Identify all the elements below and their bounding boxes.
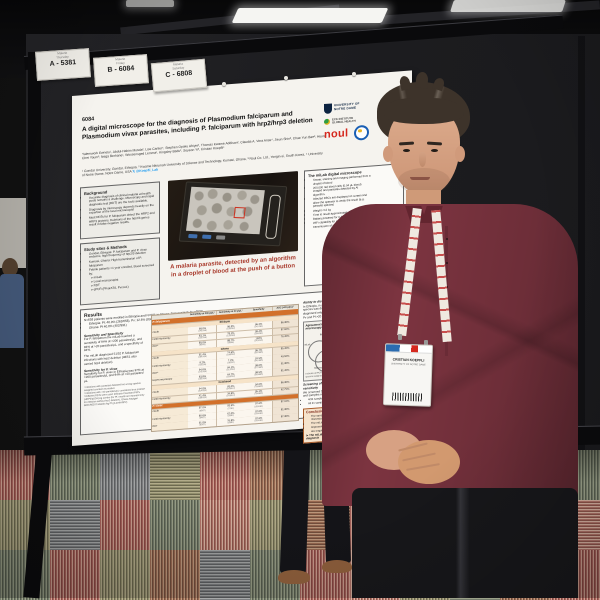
background-bullets: Accurate diagnosis of clinical malaria a… bbox=[84, 191, 156, 228]
list-item: Pf+Pv bbox=[372, 318, 398, 326]
screen-button bbox=[188, 233, 198, 239]
list-item: WiFi capability for remote access & real… bbox=[313, 217, 371, 229]
milab-tablet bbox=[178, 181, 288, 247]
table-value: 87.30% bbox=[272, 413, 298, 422]
carpet-tile bbox=[500, 550, 550, 600]
carpet-tile bbox=[400, 450, 450, 500]
milab-result-mini-table: miLab result Negative Pf Pv Pf+Pv bbox=[371, 299, 399, 327]
milab-device bbox=[358, 245, 392, 271]
results-right-column: Ability to distinguish between P. falcip… bbox=[303, 294, 399, 444]
attendee-shoe bbox=[322, 560, 352, 573]
methods-box: Study sites & Methods Gondar, Ethiopia: … bbox=[80, 237, 160, 306]
carpet-tile bbox=[150, 500, 200, 550]
board-panel-seam bbox=[578, 36, 585, 456]
board-left-frame bbox=[28, 52, 41, 460]
poster-pin bbox=[284, 76, 288, 80]
tablet-screen-cells bbox=[186, 186, 265, 235]
carpet-tile bbox=[50, 500, 100, 550]
milab-box: The miLab digital microscope Smear, stai… bbox=[304, 163, 404, 287]
session-tag-friday: Malaria Friday B - 6084 bbox=[93, 54, 149, 87]
twitter-icon: 𝕏 bbox=[132, 169, 136, 174]
carpet-tile bbox=[100, 500, 150, 550]
table-value: 76.8% (63/82) bbox=[216, 417, 245, 427]
carpet-tile bbox=[150, 450, 200, 500]
distant-wall bbox=[0, 198, 26, 268]
logo-block: UNIVERSITY OF NOTRE DAME ECK INSTITUTE G… bbox=[324, 94, 406, 146]
milab-device-photo bbox=[348, 241, 400, 280]
session-tag-saturday: Malaria Saturday C - 6808 bbox=[150, 58, 208, 93]
notre-dame-wordmark: UNIVERSITY OF NOTRE DAME bbox=[334, 101, 360, 111]
nd-line2: NOTRE DAME bbox=[334, 105, 357, 111]
poster-pin bbox=[352, 72, 356, 76]
board-leg-right bbox=[550, 446, 570, 598]
carpet-tile bbox=[400, 500, 450, 550]
milab-device-screen bbox=[361, 251, 372, 262]
poster-pin bbox=[222, 82, 226, 86]
results-left-column: Sensitivity and Specificity For P. falci… bbox=[84, 327, 146, 407]
distant-person-head bbox=[2, 258, 18, 277]
carpet-tile bbox=[200, 500, 250, 550]
notre-dame-shield-icon bbox=[324, 102, 332, 114]
table-value: 91.0% (61/67) bbox=[188, 419, 217, 429]
carpet-tile bbox=[500, 500, 550, 550]
table-row-label: RDT bbox=[152, 421, 188, 432]
noul-wordmark: noul bbox=[324, 126, 349, 141]
carpet-tile bbox=[100, 550, 150, 600]
results-box: Results N=658 patients were enrolled in … bbox=[80, 285, 404, 444]
attendee-legs bbox=[278, 445, 362, 598]
screen-button bbox=[202, 234, 212, 240]
ceiling-light bbox=[126, 0, 174, 7]
carpet-tile bbox=[200, 550, 250, 600]
table-value: 97.6% (160/164) bbox=[245, 415, 273, 425]
gh-line2: GLOBAL HEALTH bbox=[332, 118, 356, 125]
attendee-leg bbox=[279, 445, 311, 575]
session-tag-thursday: Malaria Thursday A - 5381 bbox=[35, 48, 91, 81]
list-item: Most RDTs for P. falciparum detect the H… bbox=[89, 211, 156, 228]
carpet-tile bbox=[400, 550, 450, 600]
carpet-tile bbox=[450, 450, 500, 500]
venn-diagrams: Ethiopia P. falciparum miLab RDT Microscopy 2… bbox=[304, 326, 398, 373]
distant-person-body bbox=[0, 274, 24, 348]
poster-number: 6084 bbox=[82, 116, 95, 124]
twitter-handle: @Koepfli_Lab bbox=[135, 167, 159, 174]
attendee-leg bbox=[321, 445, 352, 565]
knust-crest-icon bbox=[393, 94, 406, 111]
venn-diagram: Ghana P. falciparum miLab RDT Expert Microsc… bbox=[352, 326, 398, 370]
carpet-tile bbox=[500, 450, 550, 500]
background-box: Background Accurate diagnosis of clinica… bbox=[80, 181, 160, 240]
carpet-tile bbox=[50, 450, 100, 500]
global-health-icon bbox=[324, 118, 330, 126]
conclusions-box: Conclusions The sensitivity of the miLab… bbox=[303, 401, 399, 444]
device-edge bbox=[264, 194, 282, 240]
carpet-tile bbox=[50, 550, 100, 600]
poster-sheet: 6084 A digital microscope for the diagno… bbox=[72, 70, 412, 446]
venn-diagram: Ethiopia P. falciparum miLab RDT Microscopy 2… bbox=[304, 329, 350, 373]
attendee-shoe bbox=[278, 570, 310, 584]
screen-button bbox=[215, 234, 226, 240]
carpet-tile bbox=[150, 550, 200, 600]
carpet-tile bbox=[200, 450, 250, 500]
ceiling-light bbox=[231, 8, 389, 23]
carpet-tile bbox=[100, 450, 150, 500]
noul-emblem-icon bbox=[354, 124, 370, 141]
footnotes: ¹ Infections with parasites detected but… bbox=[84, 382, 146, 407]
results-table: Sensitivity at 200 p/µL¹ Sensitivity at 2… bbox=[151, 303, 299, 433]
global-health-wordmark: ECK INSTITUTE GLOBAL HEALTH bbox=[332, 115, 356, 125]
mini-table-rows: Negative Pf Pv Pf+Pv bbox=[372, 304, 398, 326]
milab-cartridge bbox=[350, 269, 366, 278]
ceiling-light bbox=[450, 0, 566, 12]
milab-bullets: Smear, staining and imaging performed fr… bbox=[308, 174, 371, 230]
carpet-tile bbox=[450, 550, 500, 600]
screen-photo bbox=[168, 171, 298, 261]
parasite-highlight-box bbox=[233, 206, 246, 219]
footnote-list: ¹ Infections with parasites detected but… bbox=[84, 382, 146, 407]
carpet-tile bbox=[450, 500, 500, 550]
methods-screen-list: miLabLocal microscopistRDTqPCR (PfvarATS… bbox=[84, 272, 156, 292]
